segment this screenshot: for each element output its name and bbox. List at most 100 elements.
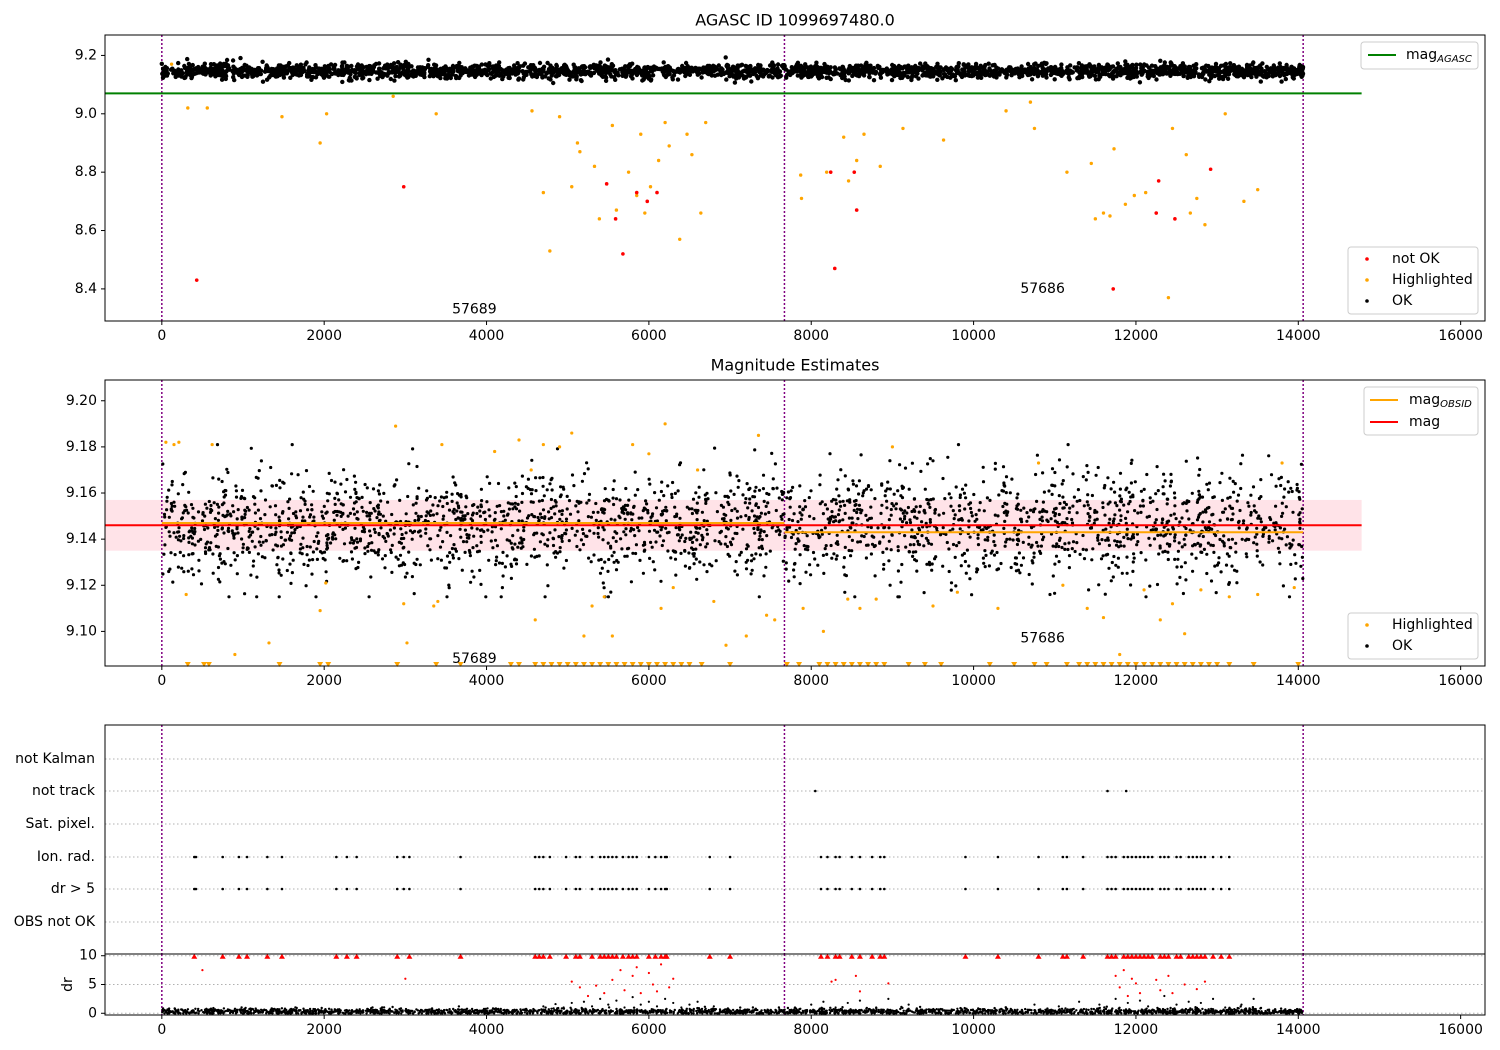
ok-point [722,517,726,521]
ok-point [770,451,774,455]
ok-point [204,542,208,546]
ok-point [1050,492,1054,496]
ok-point [548,77,553,82]
ok-point [772,70,777,76]
ok-point [1050,483,1054,487]
ok-point [207,548,211,552]
ok-point [810,67,815,72]
ok-point [850,538,855,543]
ok-point [946,70,952,76]
ok-point [1251,60,1256,65]
ok-point [911,554,915,559]
ok-point [849,554,853,558]
ok-point [1271,70,1276,75]
ok-point [535,531,539,535]
ok-point [190,526,194,530]
ok-point [529,554,534,558]
ok-point [909,75,914,80]
ok-point [367,77,372,83]
ok-point [402,536,406,541]
ok-point [160,75,166,81]
ok-point [381,534,385,539]
ok-point [946,455,950,459]
ok-point [847,63,852,69]
panel1-highlighted-points [169,62,1260,300]
ok-point [349,67,355,73]
ok-point [1015,533,1019,537]
ok-point [241,546,245,550]
ok-point [624,73,629,78]
highlighted-point [648,185,653,189]
ok-point [493,510,497,515]
ok-point [572,484,576,488]
ok-point [898,507,903,511]
ok-point [738,63,743,68]
ok-point [1057,458,1062,462]
ok-point [842,565,846,569]
ok-point [740,69,746,74]
ok-point [505,513,510,517]
ok-point [181,483,185,487]
ok-point [882,567,886,571]
ok-point [907,487,911,491]
ok-point [1290,489,1294,494]
ok-point [280,64,285,70]
ok-point [289,581,293,586]
ok-point [254,475,258,479]
ok-point [594,518,598,523]
ok-point [560,533,564,538]
ok-point [754,73,759,79]
ok-point [981,465,985,469]
ok-point [1057,512,1061,517]
ok-point [556,68,561,73]
ok-point [371,487,376,491]
ok-point [338,556,342,560]
ok-point [1190,491,1194,495]
ok-point [386,500,390,504]
ok-point [540,515,544,520]
ok-point [388,528,392,532]
ok-point [499,527,503,531]
ok-point [892,65,898,71]
ok-point [303,502,307,506]
ok-point [1123,59,1128,64]
ok-point [1107,566,1111,570]
ok-point [777,496,781,500]
ok-point [324,570,328,574]
ok-point [838,500,842,504]
ok-point [1206,526,1211,530]
ok-point [794,69,799,74]
ok-point [560,509,565,513]
ok-point [694,547,698,551]
ok-point [1145,472,1149,477]
ok-point [516,545,520,549]
ok-point [232,551,236,555]
ok-point [450,63,456,69]
ok-point [752,557,756,561]
ok-point [615,558,619,563]
ok-point [1252,504,1256,508]
ok-point [404,512,408,516]
ok-point [1162,472,1166,476]
ok-point [591,510,596,514]
ok-point [1267,540,1271,544]
ok-point [626,512,630,516]
ok-point [410,575,414,579]
ok-point [828,65,833,70]
ok-point [1220,498,1224,502]
ok-point [230,529,234,533]
ok-point [729,489,733,493]
ok-point [1001,465,1006,469]
ok-point [784,567,788,571]
ok-point [585,461,589,465]
ok-point [677,526,681,530]
ok-point [808,563,812,567]
ok-point [424,527,428,531]
ok-point [183,470,187,474]
ok-point [974,513,978,517]
ok-point [207,499,211,504]
ok-point [922,591,926,595]
ok-point [602,507,606,511]
ok-point [1002,70,1008,76]
ok-point [750,553,754,557]
